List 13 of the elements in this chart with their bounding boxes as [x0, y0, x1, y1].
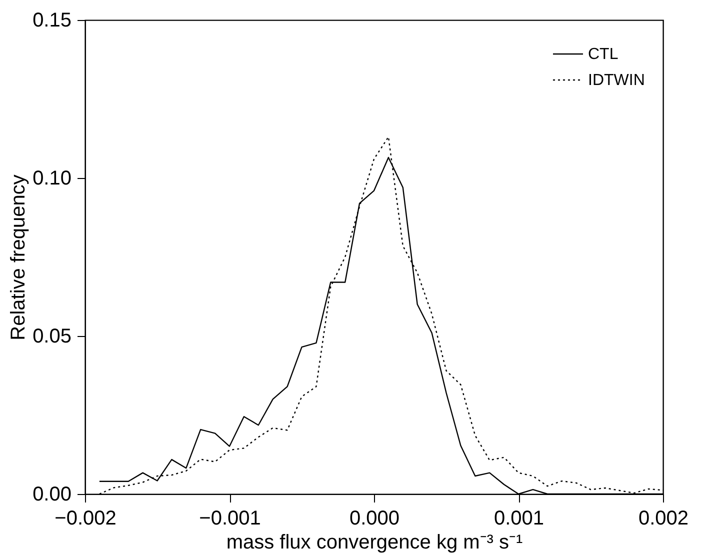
y-tick-label: 0.00	[32, 484, 72, 506]
y-tick-label: 0.10	[32, 168, 72, 190]
y-tick-label: 0.05	[32, 326, 72, 348]
y-tick-label: 0.15	[32, 10, 72, 32]
y-axis-title: Relative frequency	[8, 174, 30, 340]
x-tick-label: −0.001	[199, 508, 261, 530]
x-tick-label: 0.002	[638, 508, 689, 530]
x-tick-label: 0.000	[349, 508, 400, 530]
legend-label: IDTWIN	[588, 72, 645, 89]
x-tick-label: −0.002	[54, 508, 116, 530]
x-tick-label: 0.001	[494, 508, 544, 530]
x-axis-title: mass flux convergence kg m⁻³ s⁻¹	[226, 532, 523, 554]
legend-label: CTL	[588, 46, 618, 63]
